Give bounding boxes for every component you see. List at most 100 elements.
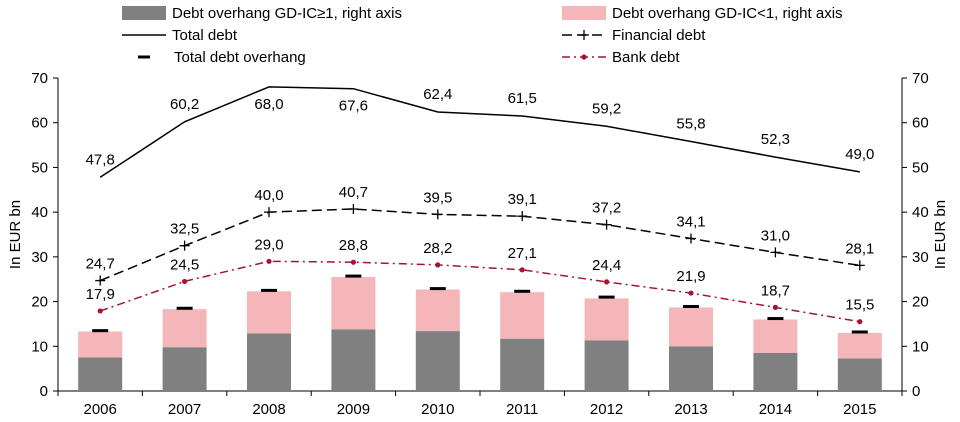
label-bank-debt-2010: 28,2: [423, 240, 452, 257]
label-total-debt-2014: 52,3: [761, 131, 790, 148]
left-tick-label: 30: [31, 249, 48, 266]
financial-debt-point-2012: [601, 219, 612, 230]
legend-bank-debt-dot: [581, 54, 587, 60]
line-bank-debt: [99, 260, 860, 323]
bar-gdic-ge1-2013: [669, 346, 713, 391]
label-total-debt-2013: 55,8: [676, 115, 705, 132]
bank-debt-point-2011: [519, 267, 525, 273]
label-bank-debt-2008: 29,0: [254, 236, 283, 253]
overhang-marker-2010: [429, 287, 446, 291]
legend-total-debt-overhang-swatch: [138, 55, 150, 59]
legend-total-debt-label: Total debt: [172, 27, 238, 44]
line-financial-debt: [99, 208, 860, 282]
financial-debt-point-2015: [854, 260, 865, 271]
right-tick-label: 40: [912, 204, 929, 221]
bar-gdic-lt1-2014: [753, 319, 798, 353]
bank-debt-point-2008: [266, 258, 272, 264]
x-tick-label-2010: 2010: [421, 401, 454, 418]
label-total-debt-2008: 68,0: [254, 96, 283, 113]
label-bank-debt-2012: 24,4: [592, 257, 621, 274]
left-axis-title: In EUR bn: [7, 200, 24, 269]
right-tick-label: 30: [912, 249, 929, 266]
left-tick-label: 60: [31, 115, 48, 132]
x-tick-label-2012: 2012: [590, 401, 623, 418]
label-total-debt-2012: 59,2: [592, 100, 621, 117]
financial-debt-point-2006: [95, 275, 106, 286]
label-bank-debt-2009: 28,8: [339, 237, 368, 254]
bar-gdic-ge1-2008: [247, 333, 291, 391]
financial-debt-point-2010: [432, 209, 443, 220]
label-financial-debt-2011: 39,1: [508, 191, 537, 208]
overhang-marker-2012: [598, 295, 615, 299]
x-tick-label-2008: 2008: [252, 401, 285, 418]
label-bank-debt-2014: 18,7: [761, 282, 790, 299]
left-tick-label: 40: [31, 204, 48, 221]
label-financial-debt-2010: 39,5: [423, 189, 452, 206]
label-financial-debt-2014: 31,0: [761, 227, 790, 244]
overhang-marker-2011: [514, 289, 531, 293]
label-total-debt-2006: 47,8: [86, 151, 115, 168]
bar-gdic-lt1-2012: [584, 298, 629, 341]
label-total-debt-2007: 60,2: [170, 96, 199, 113]
legend-financial-debt-plus: [579, 30, 589, 40]
legend-total-debt: Total debt: [122, 27, 238, 44]
bar-gdic-lt1-2008: [247, 291, 291, 334]
right-tick-label: 50: [912, 159, 929, 176]
left-tick-label: 10: [31, 338, 48, 355]
x-tick-label-2006: 2006: [84, 401, 117, 418]
bank-debt-point-2015: [857, 319, 863, 325]
bank-debt-point-2007: [182, 278, 188, 285]
bars: [78, 276, 882, 391]
line-total-debt: [99, 86, 860, 178]
bar-gdic-ge1-2011: [500, 338, 545, 391]
axes: 0 0 10 10 20 20 30 30 40 40 50 50 60 60 70 70 2006 2007 20…: [7, 70, 949, 418]
label-bank-debt-2013: 21,9: [676, 268, 705, 285]
financial-debt-point-2014: [770, 247, 781, 258]
total-debt-overhang-markers: [92, 274, 868, 334]
bar-gdic-ge1-2015: [837, 358, 882, 391]
legend: Debt overhang GD-IC≥1, right axis Debt ov…: [122, 5, 843, 66]
left-tick-label: 70: [31, 70, 48, 87]
bar-gdic-ge1-2009: [331, 329, 376, 391]
label-financial-debt-2012: 37,2: [592, 200, 621, 217]
legend-gdic-ge1-swatch: [122, 6, 166, 20]
bank-debt-point-2012: [604, 279, 610, 285]
label-financial-debt-2009: 40,7: [339, 184, 368, 201]
overhang-marker-2014: [767, 317, 784, 321]
left-tick-label: 50: [31, 159, 48, 176]
label-bank-debt-2011: 27,1: [508, 245, 537, 262]
bar-gdic-lt1-2006: [78, 331, 123, 358]
x-tick-label-2013: 2013: [674, 401, 707, 418]
bank-debt-point-2010: [435, 262, 441, 268]
right-tick-label: 70: [912, 70, 929, 87]
legend-gdic-lt1-label: Debt overhang GD-IC<1, right axis: [612, 5, 843, 22]
bar-gdic-lt1-2015: [837, 332, 882, 359]
left-tick-label: 20: [31, 294, 48, 311]
financial-debt-point-2008: [264, 207, 274, 218]
x-tick-label-2009: 2009: [337, 401, 370, 418]
bar-gdic-ge1-2007: [162, 347, 207, 391]
overhang-marker-2006: [92, 329, 109, 333]
label-bank-debt-2015: 15,5: [845, 297, 874, 314]
x-tick-label-2007: 2007: [168, 401, 201, 418]
label-total-debt-2011: 61,5: [508, 90, 537, 107]
bar-gdic-ge1-2006: [78, 357, 123, 391]
overhang-marker-2013: [683, 304, 699, 308]
legend-gdic-ge1-label: Debt overhang GD-IC≥1, right axis: [172, 5, 402, 22]
overhang-marker-2009: [345, 274, 362, 278]
label-total-debt-2010: 62,4: [423, 86, 452, 103]
financial-debt-point-2013: [686, 233, 696, 244]
bank-debt-point-2009: [350, 259, 356, 265]
bar-gdic-lt1-2007: [162, 309, 207, 348]
label-bank-debt-2006: 17,9: [86, 286, 115, 303]
overhang-marker-2015: [851, 330, 868, 334]
bank-debt-point-2013: [688, 290, 694, 296]
x-tick-label-2011: 2011: [506, 401, 538, 418]
bar-gdic-lt1-2011: [500, 292, 545, 339]
legend-gdic-ge1: Debt overhang GD-IC≥1, right axis: [122, 5, 402, 22]
bar-gdic-lt1-2010: [415, 289, 460, 332]
legend-financial-debt: Financial debt: [562, 27, 706, 44]
bar-gdic-lt1-2009: [331, 276, 376, 330]
x-tick-label-2015: 2015: [843, 401, 876, 418]
label-total-debt-2009: 67,6: [339, 98, 368, 115]
